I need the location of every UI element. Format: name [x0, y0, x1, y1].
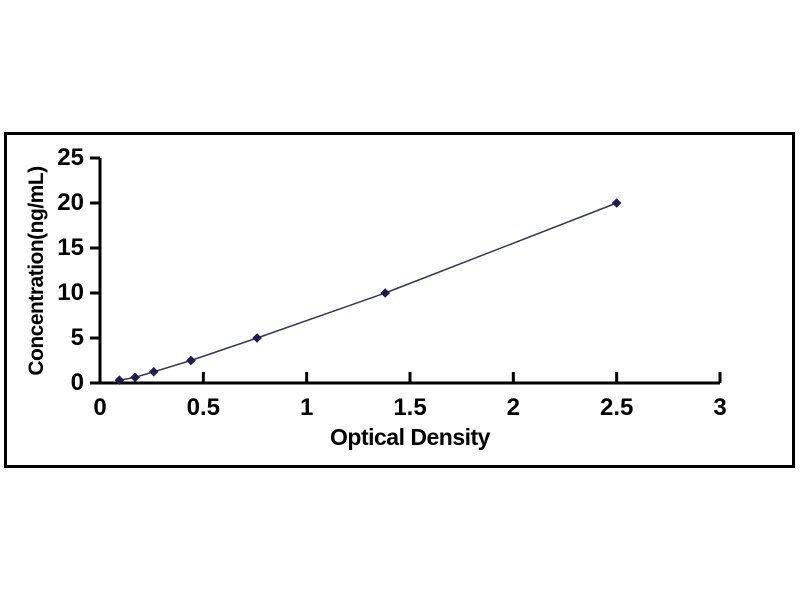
x-tick-label: 3 — [713, 394, 727, 421]
x-tick-label: 2.5 — [599, 394, 634, 421]
data-point-marker — [611, 198, 622, 208]
x-tick-label: 2 — [506, 394, 520, 421]
y-tick-label: 20 — [57, 189, 84, 216]
y-tick-label: 15 — [57, 234, 84, 261]
y-tick-label: 5 — [70, 324, 84, 351]
y-tick-label: 0 — [70, 369, 84, 396]
y-tick-label: 25 — [57, 144, 84, 171]
x-axis-title: Optical Density — [330, 424, 490, 450]
y-tick-label: 10 — [57, 279, 84, 306]
curve-line — [119, 202, 617, 381]
data-point-marker — [186, 355, 196, 366]
data-point-marker — [380, 288, 390, 298]
x-tick-label: 0 — [93, 394, 107, 421]
data-point-marker — [252, 333, 262, 343]
data-point-marker — [114, 375, 125, 385]
chart-frame — [4, 132, 795, 468]
x-tick-label: 1.5 — [393, 394, 427, 421]
data-point-marker — [148, 366, 159, 377]
data-point-marker — [130, 372, 140, 383]
x-tick-label: 0.5 — [186, 394, 221, 421]
x-tick-label: 1 — [299, 394, 314, 421]
